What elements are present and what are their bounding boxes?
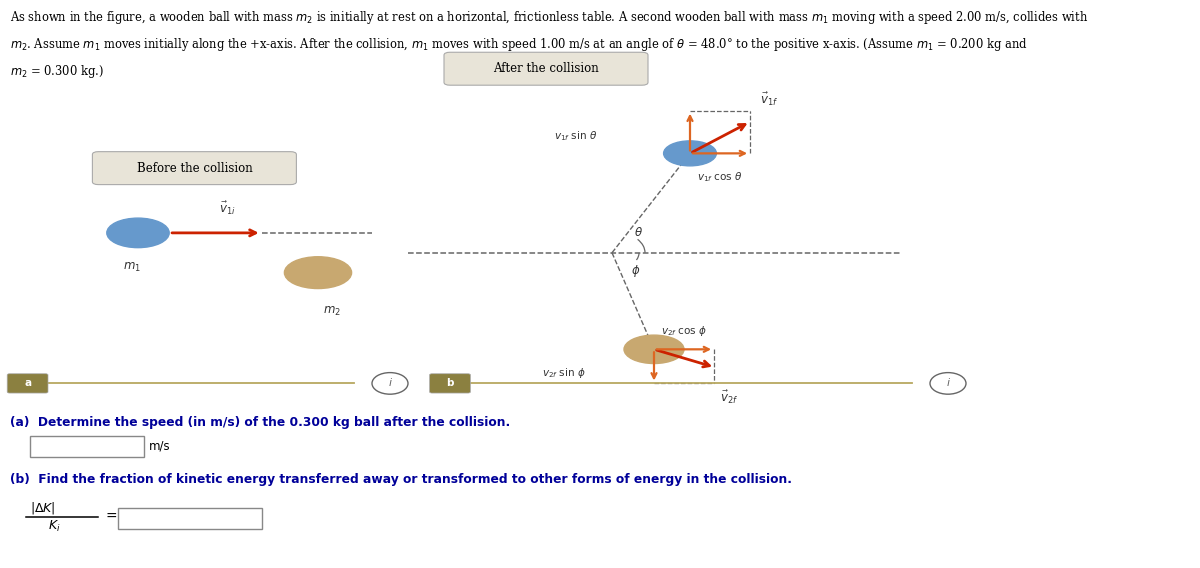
Text: (a)  Determine the speed (in m/s) of the 0.300 kg ball after the collision.: (a) Determine the speed (in m/s) of the … [10,416,510,429]
Text: $\vec{v}_{2f}$: $\vec{v}_{2f}$ [720,389,738,406]
Text: $\vec{v}_{1i}$: $\vec{v}_{1i}$ [220,200,235,217]
Text: m/s: m/s [149,440,170,453]
Text: =: = [106,510,118,524]
Circle shape [284,257,352,289]
Text: $v_{2f}$ sin $\phi$: $v_{2f}$ sin $\phi$ [542,366,586,380]
FancyBboxPatch shape [430,374,470,393]
Text: Before the collision: Before the collision [137,162,252,174]
Text: $K_i$: $K_i$ [48,519,60,534]
Circle shape [107,218,169,248]
Text: $m_2$: $m_2$ [324,304,341,318]
Text: a: a [24,378,31,389]
Text: $v_{1f}$ sin $\theta$: $v_{1f}$ sin $\theta$ [554,130,598,143]
Text: i: i [947,378,949,389]
Text: $\theta$: $\theta$ [634,225,642,239]
FancyBboxPatch shape [92,152,296,185]
Ellipse shape [372,373,408,394]
Text: b: b [446,378,454,389]
Text: $\phi$: $\phi$ [631,264,641,279]
Text: $v_{1f}$ cos $\theta$: $v_{1f}$ cos $\theta$ [697,170,743,184]
FancyBboxPatch shape [444,52,648,85]
Text: As shown in the figure, a wooden ball with mass $m_2$ is initially at rest on a : As shown in the figure, a wooden ball wi… [10,9,1087,26]
FancyBboxPatch shape [7,374,48,393]
Text: $m_2$ = 0.300 kg.): $m_2$ = 0.300 kg.) [10,63,103,80]
Text: $\vec{v}_{1f}$: $\vec{v}_{1f}$ [760,91,778,108]
Ellipse shape [930,373,966,394]
Text: i: i [389,378,391,389]
Text: After the collision: After the collision [493,62,599,75]
Circle shape [624,335,684,364]
Bar [30,436,144,457]
Circle shape [664,141,716,166]
Text: $|\Delta K|$: $|\Delta K|$ [30,500,55,516]
Text: $m_1$: $m_1$ [124,261,140,274]
Text: $v_{2f}$ cos $\phi$: $v_{2f}$ cos $\phi$ [661,324,707,338]
Text: $m_2$. Assume $m_1$ moves initially along the +x-axis. After the collision, $m_1: $m_2$. Assume $m_1$ moves initially alon… [10,36,1027,53]
Text: (b)  Find the fraction of kinetic energy transferred away or transformed to othe: (b) Find the fraction of kinetic energy … [10,473,792,486]
Bar [118,508,262,529]
